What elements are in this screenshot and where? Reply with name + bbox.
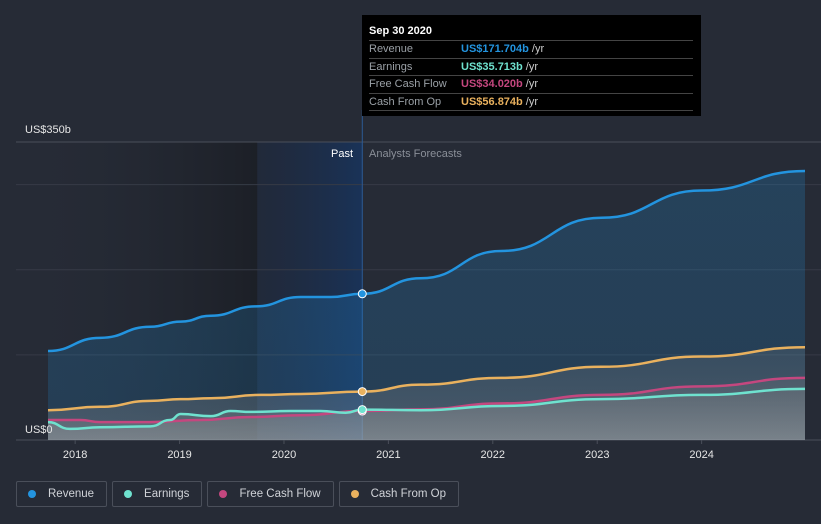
x-tick-label: 2022 — [481, 449, 505, 461]
chart: US$350b US$0 Past Analysts Forecasts 201… — [16, 110, 821, 461]
tooltip-row: Free Cash Flow US$34.020b/yr — [369, 76, 693, 94]
marker-earnings — [357, 405, 367, 415]
legend-item-free-cash-flow[interactable]: Free Cash Flow — [207, 481, 334, 507]
area-earnings — [48, 388, 805, 440]
legend-item-cash-from-op[interactable]: Cash From Op — [338, 481, 460, 507]
tooltip-row-unit: /yr — [531, 43, 545, 55]
tooltip-row-label: Cash From Op — [369, 95, 442, 108]
tooltip-row-value: US$56.874b — [461, 95, 523, 108]
legend-dot-icon — [28, 490, 36, 498]
legend-dot-icon — [219, 490, 228, 498]
tooltip-row-label: Revenue — [369, 43, 414, 55]
tooltip: Sep 30 2020 Revenue US$171.704b/yr Earning… — [362, 15, 701, 116]
past-label: Past — [331, 148, 353, 160]
x-tick-label: 2019 — [167, 449, 191, 461]
legend-dot-icon — [350, 490, 359, 498]
x-tick-label: 2021 — [376, 449, 400, 461]
line-earnings — [47, 387, 806, 431]
legend-label: Revenue — [48, 488, 95, 500]
tooltip-row-unit: /yr — [525, 95, 538, 108]
x-tick-label: 2018 — [63, 449, 87, 461]
y-tick-label-top: US$350b — [25, 124, 71, 136]
tooltip-row-value: US$34.020b — [461, 78, 523, 90]
tooltip-date: Sep 30 2020 — [369, 23, 693, 41]
tooltip-row-value: US$171.704b — [461, 43, 529, 55]
legend-item-revenue[interactable]: Revenue — [16, 481, 108, 507]
tooltip-row: Cash From Op US$56.874b/yr — [369, 94, 693, 111]
tooltip-row: Earnings US$35.713b/yr — [369, 59, 693, 76]
tooltip-row-label: Earnings — [369, 60, 413, 73]
y-tick-label-bottom: US$0 — [25, 424, 53, 436]
legend-item-earnings[interactable]: Earnings — [112, 481, 203, 507]
marker-revenue — [357, 289, 367, 299]
tooltip-row: Revenue US$171.704b/yr — [369, 41, 693, 59]
forecast-label: Analysts Forecasts — [369, 148, 462, 160]
legend-label: Earnings — [144, 488, 190, 500]
legend: Revenue Earnings Free Cash Flow Cash From O… — [16, 481, 460, 507]
x-tick-label: 2024 — [689, 449, 713, 461]
line-revenue — [47, 169, 806, 353]
line-cash-from-op — [47, 345, 806, 412]
x-tick-label: 2023 — [585, 449, 609, 461]
legend-dot-icon — [124, 490, 133, 498]
marker-cash-from-op — [357, 387, 367, 397]
tooltip-row-unit: /yr — [525, 78, 538, 90]
legend-label: Cash From Op — [370, 488, 447, 500]
x-tick-label: 2020 — [272, 449, 296, 461]
legend-label: Free Cash Flow — [239, 488, 321, 500]
tooltip-row-unit: /yr — [525, 60, 538, 73]
tooltip-row-label: Free Cash Flow — [369, 78, 447, 90]
tooltip-row-value: US$35.713b — [461, 60, 523, 73]
